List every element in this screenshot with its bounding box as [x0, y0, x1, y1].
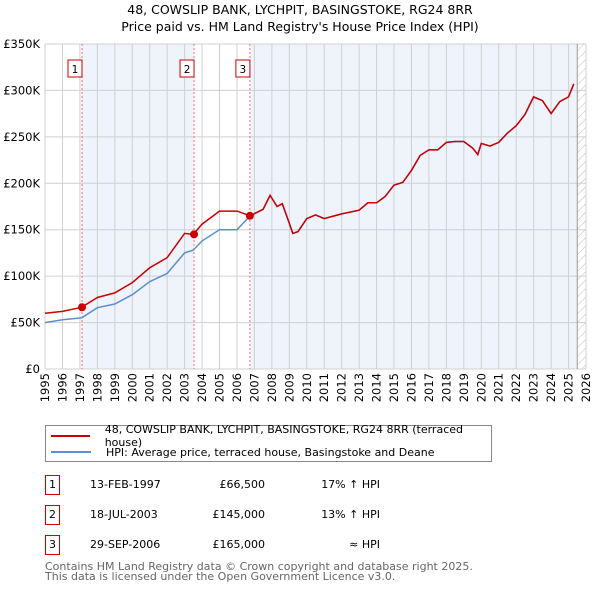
transaction-price: £165,000	[212, 538, 266, 551]
transaction-marker: 2	[45, 505, 60, 525]
transaction-hpi-diff: 13% ↑ HPI	[321, 508, 380, 521]
transaction-row: 1 13-FEB-1997 £66,500 17% ↑ HPI	[45, 475, 465, 495]
legend-swatch-hpi	[51, 451, 91, 453]
sale-point	[190, 230, 199, 239]
x-tick-label: 2007	[247, 373, 261, 402]
y-tick-label: £100K	[3, 269, 40, 283]
transaction-marker: 3	[45, 535, 60, 555]
x-tick-label: 2001	[143, 373, 157, 402]
x-tick-label: 1996	[55, 373, 69, 402]
x-tick-label: 2011	[317, 373, 331, 402]
y-tick-label: £350K	[3, 37, 40, 51]
footer-licence: This data is licensed under the Open Gov…	[45, 570, 396, 583]
chart-title: 48, COWSLIP BANK, LYCHPIT, BASINGSTOKE, …	[127, 2, 473, 17]
transaction-marker: 1	[45, 475, 60, 495]
x-tick-label: 2003	[178, 373, 192, 402]
chart-subtitle: Price paid vs. HM Land Registry's House …	[121, 19, 479, 34]
transaction-hpi-diff: ≈ HPI	[349, 538, 380, 551]
price-chart: 1995 1996 1997 1998 1999 2000 2001 2002 2003 2004…	[3, 37, 593, 402]
transaction-row: 2 18-JUL-2003 £145,000 13% ↑ HPI	[45, 505, 465, 525]
legend-swatch-property	[51, 435, 90, 437]
x-tick-label: 2004	[195, 373, 209, 402]
x-tick-label: 2008	[265, 373, 279, 402]
x-tick-label: 1999	[108, 373, 122, 402]
y-tick-label: £0	[25, 362, 40, 376]
x-tick-label: 2024	[544, 373, 558, 402]
sale-point	[245, 211, 254, 220]
x-tick-label: 2018	[439, 373, 453, 402]
x-tick-label: 2020	[474, 373, 488, 402]
transaction-hpi-diff: 17% ↑ HPI	[321, 478, 380, 491]
x-tick-label: 1997	[73, 373, 87, 402]
x-tick-label: 2006	[230, 373, 244, 402]
x-tick-label: 2015	[387, 373, 401, 402]
y-tick-label: £300K	[3, 83, 40, 97]
sale-label: 3	[240, 64, 247, 76]
footer-copyright: Contains HM Land Registry data © Crown c…	[45, 560, 473, 573]
legend-label-property: 48, COWSLIP BANK, LYCHPIT, BASINGSTOKE, …	[104, 423, 463, 449]
sale-label: 1	[72, 64, 79, 76]
x-tick-label: 2009	[282, 373, 296, 402]
sale-label-box	[179, 59, 195, 78]
sale-point	[77, 303, 86, 312]
series-line	[44, 83, 575, 315]
x-tick-label: 2014	[370, 373, 384, 402]
y-tick-label: £200K	[3, 176, 40, 190]
x-tick-label: 2013	[352, 373, 366, 402]
x-tick-label: 2002	[160, 373, 174, 402]
forecast-hatch	[577, 44, 586, 369]
transaction-price: £145,000	[212, 508, 266, 521]
x-tick-label: 2025	[562, 373, 576, 402]
sale-label-box	[235, 59, 251, 78]
x-tick-label: 2019	[457, 373, 471, 402]
x-tick-label: 1998	[90, 373, 104, 402]
x-tick-label: 2017	[422, 373, 436, 402]
y-tick-label: £50K	[11, 316, 41, 330]
transaction-price: £66,500	[219, 478, 266, 491]
sale-label: 2	[184, 64, 191, 76]
x-tick-label: 2005	[213, 373, 227, 402]
x-tick-label: 2016	[404, 373, 418, 402]
y-tick-label: £250K	[3, 130, 40, 144]
shaded-period	[249, 44, 578, 369]
shaded-period	[81, 44, 195, 369]
x-tick-label: 1995	[38, 373, 52, 402]
transaction-date: 13-FEB-1997	[90, 478, 161, 491]
transaction-date: 29-SEP-2006	[90, 538, 161, 551]
x-tick-label: 2022	[509, 373, 523, 402]
x-tick-label: 2010	[300, 373, 314, 402]
legend-label-hpi: HPI: Average price, terraced house, Basi…	[106, 445, 435, 459]
transaction-row: 3 29-SEP-2006 £165,000 ≈ HPI	[45, 535, 465, 555]
x-tick-label: 2000	[125, 373, 139, 402]
x-tick-label: 2012	[335, 373, 349, 402]
sale-label-box	[67, 59, 83, 78]
transaction-date: 18-JUL-2003	[90, 508, 158, 521]
y-tick-label: £150K	[3, 223, 40, 237]
x-tick-label: 2026	[579, 373, 593, 402]
legend: 48, COWSLIP BANK, LYCHPIT, BASINGSTOKE, …	[45, 423, 492, 462]
x-tick-label: 2021	[492, 373, 506, 402]
x-tick-label: 2023	[527, 373, 541, 402]
